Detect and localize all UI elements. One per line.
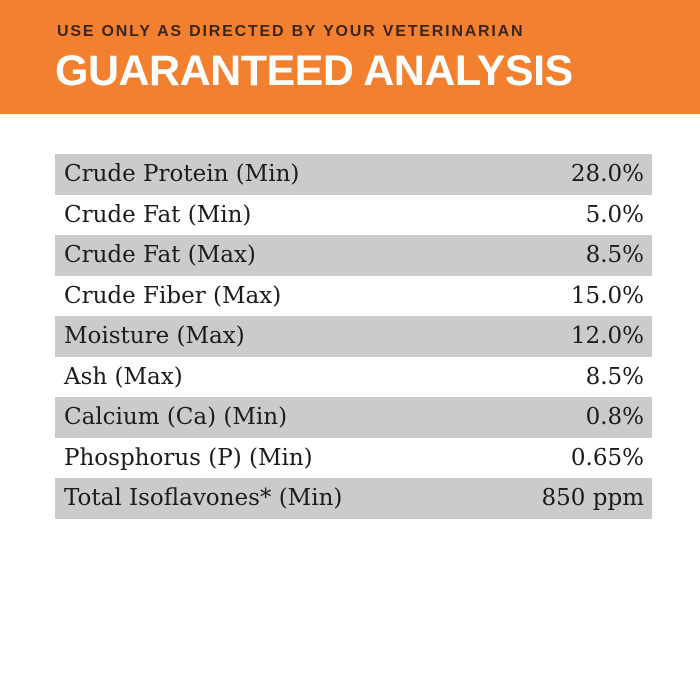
table-row: Crude Fat (Max) 8.5% [55, 235, 652, 276]
nutrient-value: 8.5% [585, 363, 644, 390]
nutrient-label: Phosphorus (P) (Min) [64, 444, 313, 471]
table-row: Calcium (Ca) (Min) 0.8% [55, 397, 652, 438]
nutrient-label: Calcium (Ca) (Min) [64, 404, 288, 431]
table-row: Phosphorus (P) (Min) 0.65% [55, 437, 652, 478]
nutrient-label: Crude Fat (Max) [64, 242, 256, 269]
table-row: Moisture (Max) 12.0% [55, 316, 652, 357]
banner-bottom-strip [0, 114, 700, 120]
nutrient-value: 0.65% [570, 444, 644, 471]
nutrient-value: 850 ppm [541, 485, 644, 512]
nutrient-label: Ash (Max) [64, 363, 183, 390]
nutrient-label: Crude Fat (Min) [64, 201, 252, 228]
nutrient-label: Total Isoflavones* (Min) [64, 485, 343, 512]
nutrient-label: Crude Fiber (Max) [64, 282, 282, 309]
table-row: Crude Fat (Min) 5.0% [55, 194, 652, 235]
nutrient-value: 0.8% [585, 404, 644, 431]
guaranteed-analysis-table: Crude Protein (Min) 28.0% Crude Fat (Min… [55, 154, 652, 519]
nutrient-label: Crude Protein (Min) [64, 161, 300, 188]
table-row: Ash (Max) 8.5% [55, 356, 652, 397]
header-banner: USE ONLY AS DIRECTED BY YOUR VETERINARIA… [0, 0, 700, 114]
nutrient-value: 12.0% [570, 323, 644, 350]
nutrient-value: 15.0% [570, 282, 644, 309]
nutrient-value: 8.5% [585, 242, 644, 269]
nutrient-value: 5.0% [585, 201, 644, 228]
page-title: GUARANTEED ANALYSIS [55, 47, 573, 95]
nutrient-label: Moisture (Max) [64, 323, 245, 350]
table-row: Total Isoflavones* (Min) 850 ppm [55, 478, 652, 519]
nutrient-value: 28.0% [570, 161, 644, 188]
veterinarian-directive-text: USE ONLY AS DIRECTED BY YOUR VETERINARIA… [57, 23, 525, 40]
table-row: Crude Fiber (Max) 15.0% [55, 275, 652, 316]
table-row: Crude Protein (Min) 28.0% [55, 154, 652, 195]
